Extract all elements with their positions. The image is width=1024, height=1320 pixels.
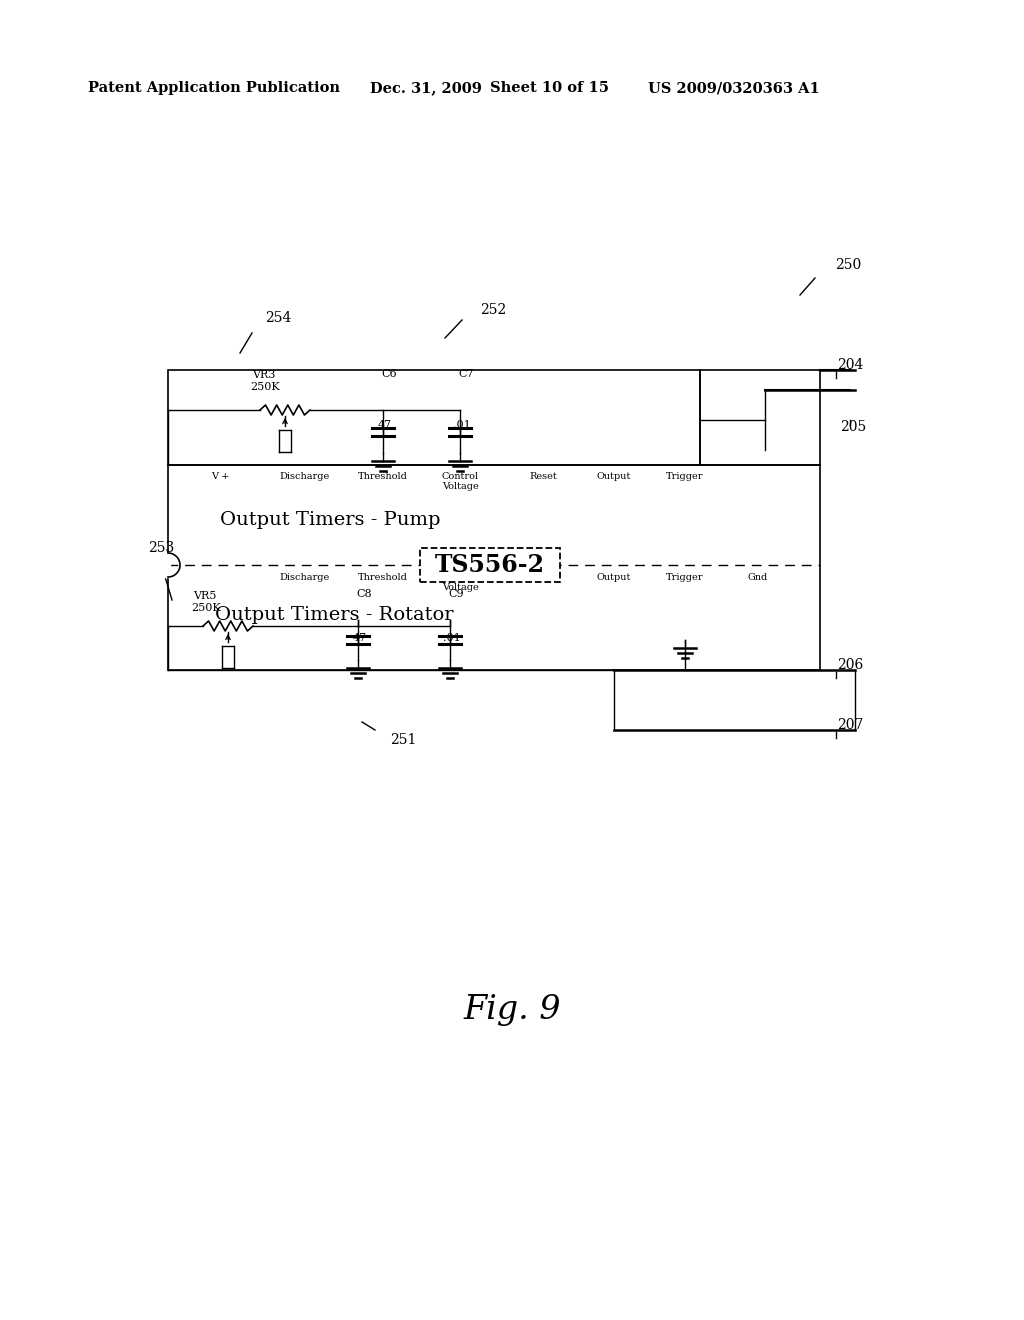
Text: 204: 204: [837, 358, 863, 372]
Text: Trigger: Trigger: [667, 473, 703, 480]
Text: Reset: Reset: [529, 473, 557, 480]
Bar: [168, 465, 820, 671]
Text: VR5: VR5: [193, 591, 216, 601]
Bar: [700, 370, 820, 465]
Text: C6: C6: [381, 370, 396, 379]
Text: 207: 207: [837, 718, 863, 733]
Text: Output: Output: [597, 473, 631, 480]
Text: Threshold: Threshold: [358, 473, 408, 480]
Text: Threshold: Threshold: [358, 573, 408, 582]
Text: US 2009/0320363 A1: US 2009/0320363 A1: [648, 81, 820, 95]
Text: Gnd: Gnd: [748, 573, 768, 582]
Text: V +: V +: [211, 473, 229, 480]
Text: Fig. 9: Fig. 9: [463, 994, 561, 1026]
Text: C9: C9: [449, 589, 464, 599]
Text: 47: 47: [353, 634, 368, 643]
Text: Discharge: Discharge: [280, 473, 330, 480]
Text: 250K: 250K: [250, 381, 280, 392]
Text: VR3: VR3: [252, 370, 275, 380]
Text: 250: 250: [835, 257, 861, 272]
Text: .01: .01: [443, 634, 461, 643]
Text: 251: 251: [390, 733, 417, 747]
Bar: [420, 548, 560, 582]
Text: 252: 252: [480, 304, 506, 317]
Text: Dec. 31, 2009: Dec. 31, 2009: [370, 81, 482, 95]
Text: Trigger: Trigger: [667, 573, 703, 582]
Text: Sheet 10 of 15: Sheet 10 of 15: [490, 81, 609, 95]
Text: 254: 254: [265, 312, 292, 325]
Bar: [168, 370, 700, 465]
Text: Output Timers - Rotator: Output Timers - Rotator: [215, 606, 454, 624]
Text: 250K: 250K: [191, 603, 221, 612]
Text: .01: .01: [453, 420, 471, 430]
Text: 47: 47: [378, 420, 392, 430]
Text: Discharge: Discharge: [280, 573, 330, 582]
Text: Output: Output: [597, 573, 631, 582]
Text: C8: C8: [356, 589, 372, 599]
Text: TS556-2: TS556-2: [435, 553, 545, 577]
Text: 206: 206: [837, 657, 863, 672]
Text: Output Timers - Pump: Output Timers - Pump: [220, 511, 440, 529]
Text: 253: 253: [148, 541, 174, 554]
Text: Patent Application Publication: Patent Application Publication: [88, 81, 340, 95]
Text: Reset: Reset: [529, 573, 557, 582]
Text: Control
Voltage: Control Voltage: [441, 573, 478, 593]
Text: 205: 205: [840, 420, 866, 434]
Text: C7: C7: [458, 370, 473, 379]
Text: Control
Voltage: Control Voltage: [441, 473, 478, 491]
